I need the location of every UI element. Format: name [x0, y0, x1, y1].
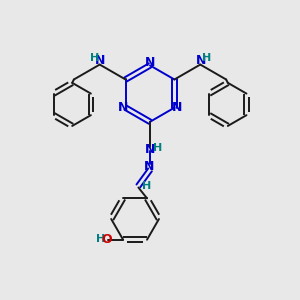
Text: N: N: [118, 101, 128, 114]
Text: N: N: [145, 143, 155, 156]
Text: N: N: [196, 54, 206, 67]
Text: H: H: [202, 53, 211, 63]
Text: N: N: [145, 56, 155, 69]
Text: H: H: [90, 53, 99, 63]
Text: H: H: [142, 181, 151, 191]
Text: O: O: [101, 232, 112, 245]
Text: H: H: [153, 143, 162, 153]
Text: N: N: [94, 54, 105, 67]
Text: N: N: [144, 160, 154, 173]
Text: H: H: [96, 234, 106, 244]
Text: N: N: [172, 101, 182, 114]
